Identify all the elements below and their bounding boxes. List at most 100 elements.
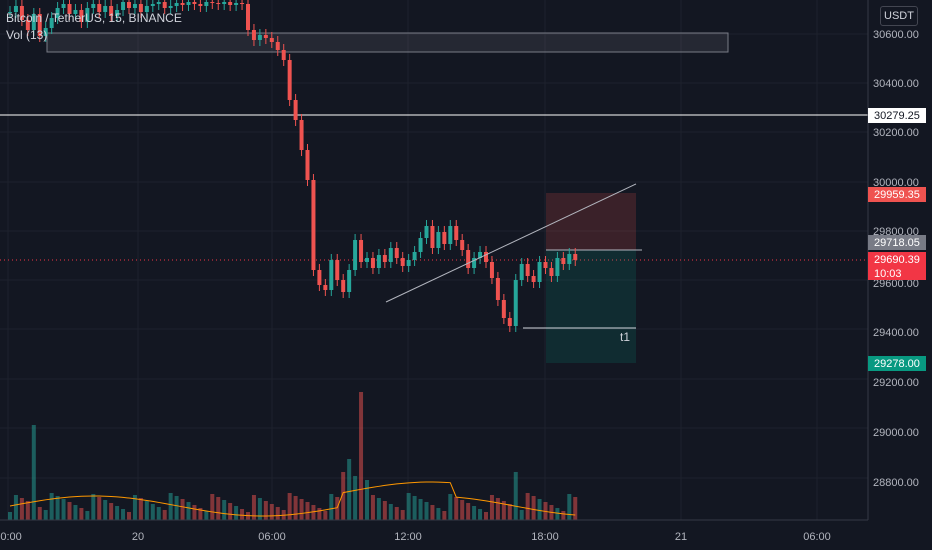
volume-bar (180, 499, 185, 520)
candle-body (79, 10, 84, 22)
volume-bar (501, 501, 506, 520)
volume-bar (513, 472, 518, 520)
candle-body (466, 250, 471, 268)
volume-bar (311, 505, 316, 520)
candle-body (73, 10, 78, 14)
candle-body (132, 4, 137, 8)
candle-body (97, 4, 102, 12)
candle-body (156, 2, 161, 4)
candle-body (347, 270, 352, 292)
candle-body (561, 258, 566, 264)
candle-body (388, 248, 393, 262)
candle-body (8, 12, 12, 13)
volume-bar (263, 501, 268, 520)
symbol-title[interactable]: Bitcoin / TetherUS, 15, BINANCE (6, 11, 182, 25)
volume-bar (150, 504, 155, 520)
candle-body (555, 258, 560, 276)
candle-body (424, 226, 429, 238)
volume-bar (251, 495, 256, 520)
volume-bar (436, 508, 441, 520)
volume-bar (49, 493, 54, 520)
candles (8, 0, 578, 332)
volume-bar (370, 495, 375, 520)
price-tick: 30200.00 (873, 127, 919, 139)
volume-bar (257, 498, 262, 520)
candle-body (37, 14, 42, 36)
volume-bar (37, 507, 42, 520)
candle-body (192, 2, 197, 4)
candle-body (549, 268, 554, 276)
candle-body (109, 6, 114, 16)
candle-body (394, 248, 399, 258)
volume-bar (424, 502, 429, 520)
candle-body (13, 6, 18, 12)
time-tick: 06:00 (258, 531, 286, 543)
candle-body (228, 2, 233, 5)
volume-bar (275, 507, 280, 520)
volume-bar (305, 502, 310, 520)
volume-bar (525, 493, 530, 520)
candle-body (311, 180, 316, 270)
candle-body (329, 260, 334, 290)
candle-body (121, 2, 126, 10)
volume-bar (519, 510, 524, 520)
volume-bar (460, 500, 465, 520)
candle-body (269, 38, 274, 42)
candle-body (287, 60, 292, 100)
volume-bar (85, 511, 90, 520)
candle-body (263, 35, 268, 38)
candle-body (412, 252, 417, 260)
target-price-label (868, 356, 926, 371)
volume-bar (555, 508, 560, 520)
volume-bar (478, 509, 483, 520)
volume-bar (156, 507, 161, 520)
volume-bar (299, 499, 304, 520)
candle-body (323, 285, 328, 290)
candle-body (537, 262, 542, 282)
volume-bar (454, 497, 459, 520)
candle-body (430, 226, 435, 248)
trend-line[interactable] (385, 183, 637, 303)
time-axis[interactable] (0, 520, 932, 550)
candle-body (299, 120, 304, 150)
volume-title[interactable]: Vol (13) (6, 28, 48, 42)
take-profit-zone[interactable] (546, 250, 636, 363)
stop-loss-zone[interactable] (546, 193, 636, 250)
volume-bar (430, 505, 435, 520)
volume-bar (168, 493, 173, 520)
candle-body (67, 4, 72, 14)
candle-body (317, 270, 322, 285)
candle-body (478, 252, 483, 258)
time-tick: 06:00 (803, 531, 831, 543)
supply-zone-rectangle[interactable] (46, 32, 729, 53)
candle-body (531, 276, 536, 282)
candle-body (370, 258, 375, 268)
candle-body (216, 3, 221, 4)
candle-body (513, 280, 518, 326)
volume-bar (400, 510, 405, 520)
volume-bars (8, 392, 578, 520)
currency-button[interactable]: USDT (880, 6, 918, 26)
candle-body (501, 300, 506, 318)
last-price-label (868, 252, 926, 280)
time-tick: 00:00 (0, 531, 22, 543)
candle-body (257, 35, 262, 40)
volume-bar (573, 497, 578, 520)
price-tick: 30000.00 (873, 177, 919, 189)
volume-bar (376, 498, 381, 520)
volume-bar (418, 499, 423, 520)
price-tick: 29400.00 (873, 327, 919, 339)
candle-body (376, 255, 381, 268)
volume-bar (228, 503, 233, 520)
candle-body (418, 238, 423, 252)
volume-bar (495, 498, 500, 520)
candle-body (573, 254, 578, 260)
candle-body (198, 4, 203, 6)
candle-body (281, 50, 286, 60)
candle-body (127, 2, 131, 8)
volume-bar (138, 498, 143, 520)
volume-bar (484, 512, 488, 520)
candle-body (251, 30, 256, 40)
candle-body (567, 254, 572, 264)
